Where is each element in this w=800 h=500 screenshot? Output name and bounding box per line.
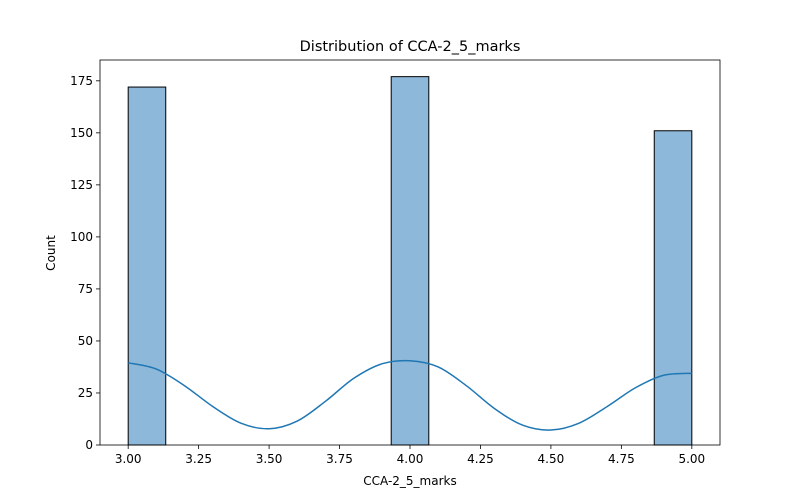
y-axis-label: Count [44,235,58,271]
y-tick-label: 175 [70,74,93,88]
histogram-bar-3 [653,130,693,446]
histogram-bars [127,76,693,446]
histogram-bar-2 [390,76,430,446]
histogram-bar-1 [127,86,167,446]
y-tick-label: 25 [78,386,93,400]
y-tick-label: 125 [70,178,93,192]
x-tick-label: 3.00 [115,452,142,466]
x-axis-ticks: 3.00 3.25 3.50 3.75 4.00 4.25 4.50 4.75 5.00 [115,445,705,466]
y-tick-label: 75 [78,282,93,296]
x-tick-label: 4.75 [608,452,635,466]
x-tick-label: 4.25 [467,452,494,466]
x-tick-label: 3.25 [185,452,212,466]
x-tick-label: 4.00 [397,452,424,466]
y-tick-label: 50 [78,334,93,348]
y-tick-label: 150 [70,126,93,140]
y-axis-ticks: 0 25 50 75 100 125 150 175 [70,74,100,452]
x-axis-label: CCA-2_5_marks [363,474,456,488]
chart-title: Distribution of CCA-2_5_marks [300,39,521,55]
kde-curve [128,359,692,431]
x-tick-label: 3.75 [326,452,353,466]
x-tick-label: 5.00 [678,452,705,466]
y-tick-label: 0 [85,438,93,452]
x-tick-label: 3.50 [256,452,283,466]
y-tick-label: 100 [70,230,93,244]
x-tick-label: 4.50 [538,452,565,466]
